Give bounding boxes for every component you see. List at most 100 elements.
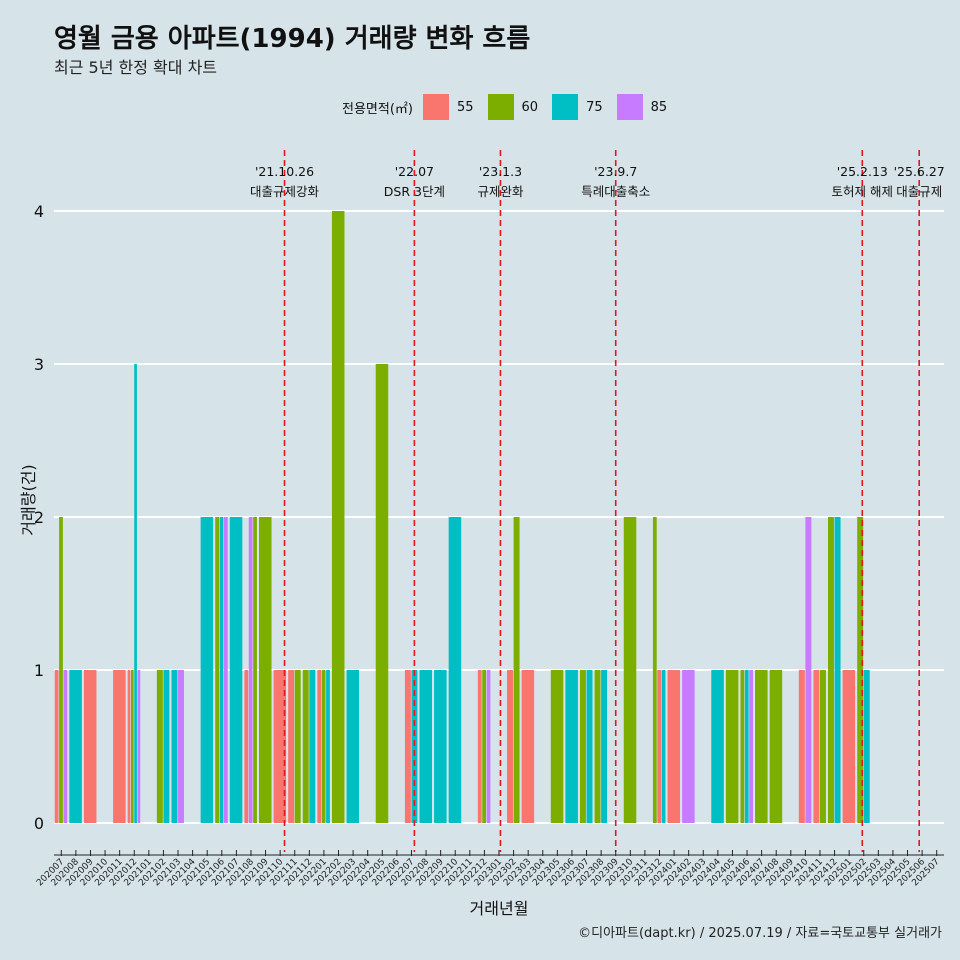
bar-202203-75 [346, 670, 360, 823]
bar-202102-75 [163, 670, 170, 823]
bar-202108-85 [248, 517, 253, 823]
bar-202402-85 [682, 670, 695, 823]
bar-202112-60 [302, 670, 309, 823]
legend-swatch-75 [552, 94, 579, 120]
y-tick-label: 4 [34, 202, 44, 221]
bar-202310-60 [623, 517, 637, 823]
y-tick-label: 1 [34, 661, 44, 680]
bar-202406-85 [749, 670, 753, 823]
bar-202306-75 [565, 670, 578, 823]
y-tick-label: 0 [34, 814, 44, 833]
y-axis-title: 거래량(건) [19, 464, 38, 535]
bar-202201-75 [326, 670, 330, 823]
bar-202411-60 [819, 670, 826, 823]
legend-item-75: 75 [552, 94, 603, 120]
event-label-0: 대출규제강화 [250, 184, 320, 199]
bar-202208-75 [419, 670, 433, 823]
bar-202308-60 [594, 670, 601, 823]
bar-202007-85 [63, 670, 68, 823]
bar-202305-60 [550, 670, 564, 823]
event-date-4: '25.2.13 [837, 164, 888, 179]
bar-202201-60 [321, 670, 326, 823]
bar-202012-60 [130, 670, 134, 823]
bar-202106-60 [215, 517, 219, 823]
bar-202106-75 [219, 517, 224, 823]
bar-202011-55 [113, 670, 126, 823]
bar-202312-60 [652, 517, 657, 823]
bar-202401-55 [667, 670, 681, 823]
bar-202502-60 [857, 517, 864, 823]
legend-title: 전용면적(㎡) [342, 101, 413, 117]
bar-202312-55 [657, 670, 662, 823]
event-date-0: '21.10.26 [255, 164, 314, 179]
bar-202111-55 [288, 670, 295, 823]
bar-202307-75 [586, 670, 593, 823]
event-date-5: '25.6.27 [894, 164, 945, 179]
bar-202408-60 [769, 670, 783, 823]
legend-swatch-55 [422, 94, 449, 120]
bar-202212-85 [486, 670, 491, 823]
x-axis-title: 거래년월 [470, 899, 529, 918]
bar-202108-60 [253, 517, 257, 823]
bar-202212-60 [482, 670, 486, 823]
bar-202106-85 [223, 517, 228, 823]
legend-label-55: 55 [456, 99, 474, 115]
bar-202303-55 [521, 670, 535, 823]
chart-title: 영월 금용 아파트(1994) 거래량 변화 흐름 [54, 24, 531, 54]
bar-202207-55 [404, 670, 411, 823]
event-date-2: '23.1.3 [479, 164, 522, 179]
bar-202210-75 [448, 517, 462, 823]
bar-202201-55 [317, 670, 322, 823]
legend: 전용면적(㎡) 55 60 75 85 [342, 94, 681, 120]
bar-202502-75 [863, 670, 870, 823]
bar-202007-60 [59, 517, 63, 823]
legend-label-75: 75 [586, 99, 603, 115]
bar-202302-55 [507, 670, 513, 823]
bar-202205-60 [375, 364, 389, 823]
bar-202202-60 [331, 211, 345, 823]
bar-202110-55 [273, 670, 287, 823]
bar-202404-75 [711, 670, 724, 823]
bar-202105-75 [200, 517, 214, 823]
bar-202009-55 [83, 670, 97, 823]
bar-202212-55 [477, 670, 482, 823]
bar-202007-55 [54, 670, 59, 823]
bar-202012-75 [134, 364, 137, 823]
bar-202103-85 [178, 670, 184, 823]
legend-item-85: 85 [616, 94, 668, 120]
bar-202406-75 [744, 670, 749, 823]
bar-202102-60 [156, 670, 163, 823]
legend-item-55: 55 [422, 94, 474, 120]
legend-label-60: 60 [521, 99, 539, 115]
bar-202501-55 [842, 670, 856, 823]
legend-item-60: 60 [487, 94, 539, 120]
bar-202412-60 [828, 517, 834, 823]
bar-202012-55 [127, 670, 131, 823]
event-label-4: 토허제 해제 [832, 184, 893, 199]
event-label-2: 규제완화 [477, 184, 524, 199]
bar-202312-75 [661, 670, 666, 823]
bar-202012-85 [137, 670, 141, 823]
event-date-1: '22.07 [395, 164, 434, 179]
bar-202008-75 [69, 670, 82, 823]
bar-202410-55 [798, 670, 805, 823]
event-label-5: 대출규제 [896, 184, 942, 199]
bar-202103-75 [171, 670, 178, 823]
chart-subtitle: 최근 5년 한정 확대 차트 [54, 58, 218, 77]
legend-swatch-60 [487, 94, 514, 120]
legend-label-85: 85 [650, 99, 668, 115]
bar-202109-60 [258, 517, 272, 823]
bar-202407-60 [755, 670, 768, 823]
event-date-3: '23.9.7 [594, 164, 637, 179]
bar-202307-60 [579, 670, 586, 823]
bar-202302-60 [513, 517, 520, 823]
bar-202209-75 [434, 670, 447, 823]
y-tick-label: 2 [34, 508, 44, 527]
event-label-3: 특례대출축소 [581, 184, 650, 199]
bar-202108-55 [244, 670, 249, 823]
bar-202112-75 [309, 670, 316, 823]
bar-202406-60 [740, 670, 745, 823]
bar-202111-60 [294, 670, 301, 823]
bar-202411-55 [813, 670, 820, 823]
